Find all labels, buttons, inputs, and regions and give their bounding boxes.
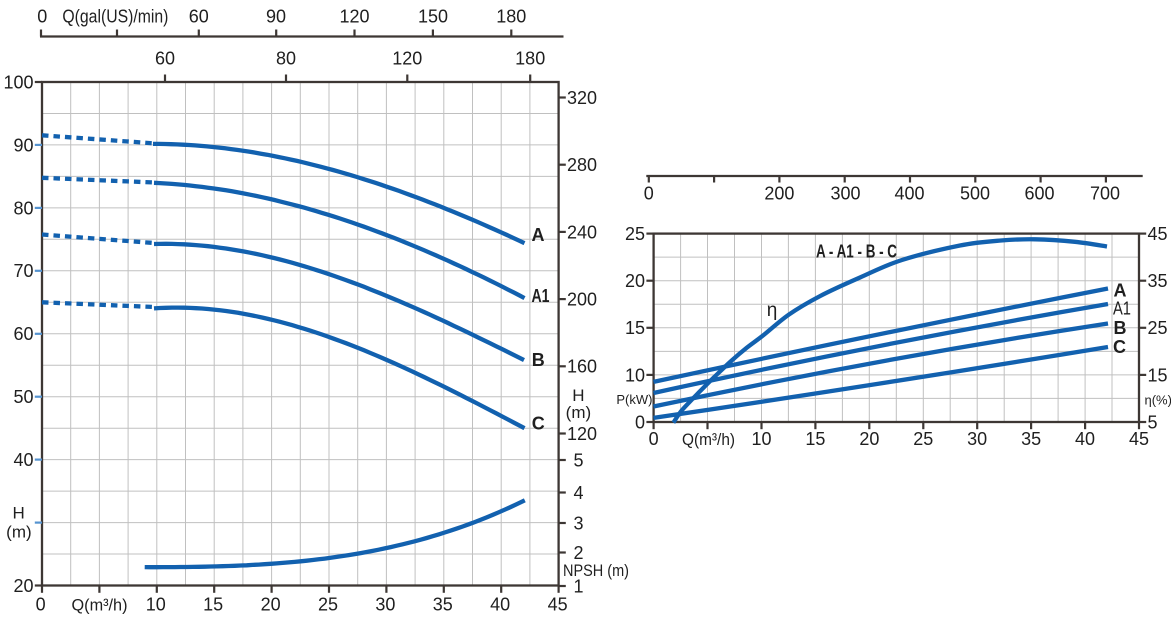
svg-text:200: 200 xyxy=(764,183,794,203)
svg-text:35: 35 xyxy=(1021,429,1041,449)
svg-text:30: 30 xyxy=(967,429,987,449)
svg-text:35: 35 xyxy=(1148,271,1168,291)
svg-text:5: 5 xyxy=(574,450,584,470)
svg-text:20: 20 xyxy=(859,429,879,449)
svg-text:280: 280 xyxy=(567,155,597,175)
svg-text:0: 0 xyxy=(36,594,46,614)
svg-text:20: 20 xyxy=(261,594,281,614)
svg-text:45: 45 xyxy=(1148,224,1168,244)
svg-text:25: 25 xyxy=(318,594,338,614)
svg-text:240: 240 xyxy=(567,222,597,242)
svg-text:H: H xyxy=(13,503,25,522)
svg-text:20: 20 xyxy=(13,576,33,596)
svg-text:180: 180 xyxy=(515,49,545,69)
svg-text:45: 45 xyxy=(548,594,568,614)
svg-text:B: B xyxy=(532,350,545,370)
svg-text:3: 3 xyxy=(574,513,584,533)
svg-text:180: 180 xyxy=(496,7,526,27)
svg-text:15: 15 xyxy=(1148,365,1168,385)
svg-text:45: 45 xyxy=(1129,429,1149,449)
svg-text:30: 30 xyxy=(375,594,395,614)
svg-text:Q(m³/h): Q(m³/h) xyxy=(72,595,128,614)
svg-text:0: 0 xyxy=(644,183,654,203)
svg-text:700: 700 xyxy=(1090,183,1120,203)
svg-text:(m): (m) xyxy=(566,403,591,422)
svg-text:50: 50 xyxy=(13,387,33,407)
svg-text:60: 60 xyxy=(189,7,209,27)
svg-text:35: 35 xyxy=(433,594,453,614)
svg-text:40: 40 xyxy=(490,594,510,614)
svg-text:100: 100 xyxy=(3,72,33,92)
svg-text:C: C xyxy=(532,414,545,434)
svg-text:A: A xyxy=(532,225,545,245)
svg-text:10: 10 xyxy=(751,429,771,449)
svg-text:0: 0 xyxy=(37,7,47,27)
svg-text:B: B xyxy=(1114,318,1127,338)
svg-text:120: 120 xyxy=(567,424,597,444)
svg-text:120: 120 xyxy=(392,49,422,69)
svg-text:(m): (m) xyxy=(6,523,31,542)
svg-text:25: 25 xyxy=(913,429,933,449)
svg-text:A1: A1 xyxy=(532,286,550,306)
svg-text:600: 600 xyxy=(1024,183,1054,203)
svg-text:η(%): η(%) xyxy=(1145,392,1171,407)
svg-text:90: 90 xyxy=(13,135,33,155)
svg-text:Q(gal(US)/min): Q(gal(US)/min) xyxy=(62,7,168,27)
svg-text:0: 0 xyxy=(649,429,659,449)
svg-text:η: η xyxy=(767,300,778,321)
svg-text:25: 25 xyxy=(625,224,645,244)
svg-text:Q(m³/h): Q(m³/h) xyxy=(682,430,735,449)
svg-text:NPSH (m): NPSH (m) xyxy=(563,561,629,580)
svg-text:200: 200 xyxy=(567,290,597,310)
svg-text:80: 80 xyxy=(13,198,33,218)
svg-text:40: 40 xyxy=(13,450,33,470)
svg-text:15: 15 xyxy=(805,429,825,449)
svg-text:60: 60 xyxy=(13,324,33,344)
svg-text:20: 20 xyxy=(625,271,645,291)
svg-text:25: 25 xyxy=(1148,318,1168,338)
svg-text:400: 400 xyxy=(894,183,924,203)
svg-text:60: 60 xyxy=(155,49,175,69)
svg-text:15: 15 xyxy=(625,318,645,338)
svg-text:A1: A1 xyxy=(1113,298,1131,318)
svg-text:P(kW): P(kW) xyxy=(616,392,652,407)
svg-text:0: 0 xyxy=(635,412,645,432)
svg-text:120: 120 xyxy=(339,7,369,27)
svg-text:C: C xyxy=(1113,337,1126,357)
svg-text:10: 10 xyxy=(625,365,645,385)
svg-text:500: 500 xyxy=(960,183,990,203)
svg-text:150: 150 xyxy=(418,7,448,27)
svg-text:70: 70 xyxy=(13,261,33,281)
svg-text:10: 10 xyxy=(146,594,166,614)
svg-text:160: 160 xyxy=(567,357,597,377)
svg-text:320: 320 xyxy=(567,88,597,108)
svg-text:A: A xyxy=(1114,280,1127,300)
svg-text:90: 90 xyxy=(266,7,286,27)
svg-text:A - A1 - B - C: A - A1 - B - C xyxy=(816,241,897,261)
svg-text:40: 40 xyxy=(1075,429,1095,449)
svg-text:300: 300 xyxy=(830,183,860,203)
svg-text:15: 15 xyxy=(203,594,223,614)
svg-text:5: 5 xyxy=(1148,412,1158,432)
svg-text:80: 80 xyxy=(276,49,296,69)
svg-text:4: 4 xyxy=(574,483,584,503)
